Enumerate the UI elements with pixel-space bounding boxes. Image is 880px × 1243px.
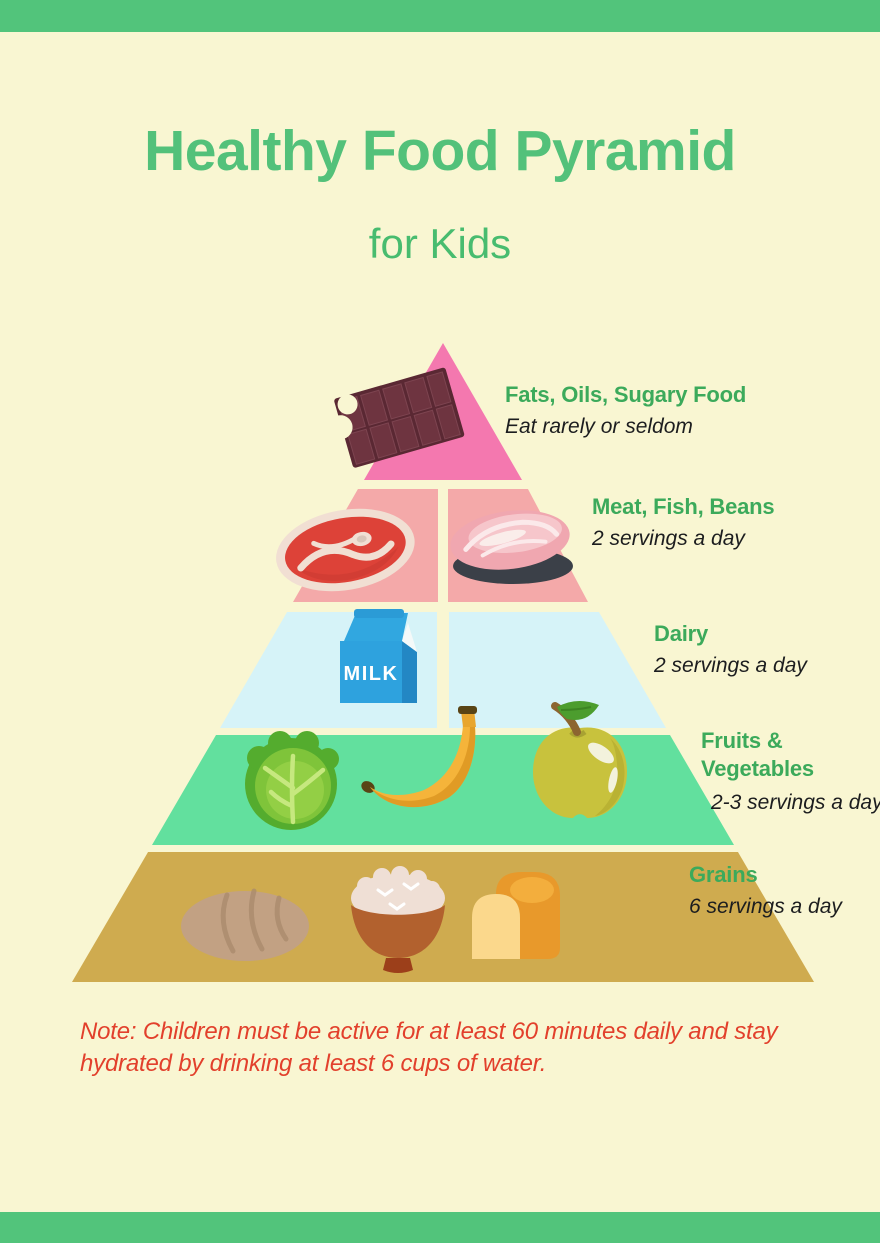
level-serving: 2-3 servings a day bbox=[711, 791, 880, 815]
level-serving: 2 servings a day bbox=[592, 527, 745, 551]
level-serving: 2 servings a day bbox=[654, 654, 807, 678]
page-subtitle: for Kids bbox=[368, 220, 512, 267]
banana-icon bbox=[361, 706, 477, 808]
page-title: Healthy Food Pyramid bbox=[144, 119, 736, 183]
rice-bowl-icon bbox=[351, 866, 445, 973]
bread-boule-icon bbox=[181, 888, 309, 961]
level-title: Fats, Oils, Sugary Food bbox=[505, 382, 747, 407]
cabbage-icon bbox=[245, 731, 339, 830]
activity-note: Note: Children must be active for at lea… bbox=[80, 1018, 778, 1077]
salmon-steak-icon bbox=[450, 510, 573, 584]
steak-icon bbox=[276, 508, 415, 592]
level-serving: 6 servings a day bbox=[689, 895, 842, 919]
level-label-fruits-vegetables: Fruits & Vegetables 2-3 servings a day bbox=[701, 727, 880, 817]
level-label-meat: Meat, Fish, Beans 2 servings a day bbox=[592, 493, 775, 552]
level-title: Meat, Fish, Beans bbox=[592, 494, 775, 519]
level-title: Grains bbox=[689, 862, 758, 887]
level-serving: Eat rarely or seldom bbox=[505, 415, 693, 439]
level-title: Fruits & Vegetables bbox=[701, 728, 814, 782]
bottom-banner-bar bbox=[0, 1212, 880, 1243]
bread-loaf-icon bbox=[472, 872, 560, 959]
level-label-fats: Fats, Oils, Sugary Food Eat rarely or se… bbox=[505, 381, 746, 440]
milk-carton-icon: MILK bbox=[340, 609, 417, 703]
milk-carton-label: MILK bbox=[344, 663, 399, 685]
top-banner-bar bbox=[0, 0, 880, 32]
level-label-dairy: Dairy 2 servings a day bbox=[654, 620, 807, 679]
chocolate-bar-icon bbox=[334, 367, 465, 468]
level-title: Dairy bbox=[654, 621, 709, 646]
green-apple-icon bbox=[533, 700, 627, 818]
level-label-grains: Grains 6 servings a day bbox=[689, 861, 842, 920]
